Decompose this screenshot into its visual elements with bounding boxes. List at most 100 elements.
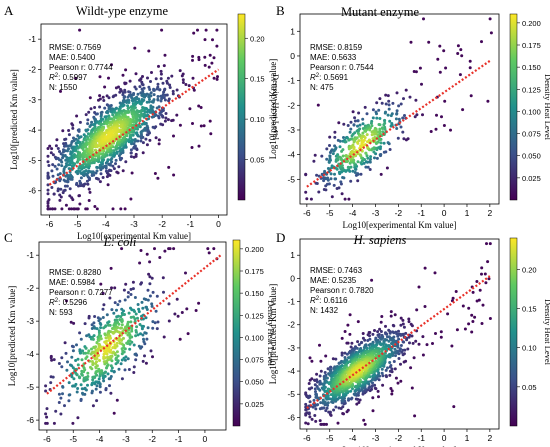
data-point (336, 158, 340, 162)
data-point (395, 332, 399, 336)
data-point (215, 28, 219, 32)
data-point (55, 167, 59, 171)
data-point (80, 358, 84, 362)
data-point (78, 331, 82, 335)
data-point (56, 187, 60, 191)
data-point (383, 111, 387, 115)
data-point (357, 343, 361, 347)
data-point (128, 79, 132, 83)
data-point (119, 315, 123, 319)
data-point (349, 127, 353, 131)
data-point (97, 319, 101, 323)
data-point (137, 344, 141, 348)
data-point (110, 63, 113, 67)
data-point (133, 46, 137, 50)
data-point (148, 275, 152, 279)
y-tick-label: -6 (26, 415, 34, 425)
data-point (438, 70, 442, 74)
data-point (427, 40, 431, 44)
data-point (333, 177, 337, 181)
data-point (70, 158, 74, 161)
data-point (379, 320, 383, 324)
data-point (339, 180, 343, 184)
data-point (459, 48, 463, 52)
data-point (106, 111, 110, 115)
stat-line: N: 475 (310, 83, 334, 92)
data-point (375, 341, 379, 345)
data-point (211, 38, 214, 42)
data-point (97, 353, 100, 357)
data-point (326, 176, 330, 180)
data-point (347, 197, 351, 201)
data-point (90, 360, 94, 363)
data-point (77, 375, 81, 379)
data-point (84, 169, 88, 173)
data-point (104, 115, 108, 119)
data-point (363, 105, 367, 109)
data-point (91, 378, 95, 382)
data-point (146, 76, 149, 80)
data-point (126, 115, 130, 119)
data-point (324, 354, 328, 358)
data-point (101, 292, 105, 296)
data-point (129, 148, 133, 152)
data-point (84, 207, 88, 211)
data-point (363, 346, 366, 349)
y-tick-label: -4 (28, 125, 36, 135)
data-point (408, 95, 412, 99)
data-point (106, 158, 110, 162)
data-point (104, 169, 108, 173)
data-point (199, 106, 203, 109)
data-point (359, 136, 363, 140)
data-point (356, 179, 360, 183)
data-point (94, 345, 98, 349)
data-point (384, 368, 388, 372)
data-point (165, 81, 169, 85)
data-point (141, 83, 145, 87)
data-point (446, 312, 450, 316)
panel-title: H. sapiens (353, 233, 407, 247)
data-point (116, 303, 120, 307)
data-point (83, 322, 87, 326)
data-point (150, 304, 154, 308)
data-point (304, 421, 308, 425)
data-point (335, 187, 339, 190)
data-point (109, 266, 113, 270)
data-point (401, 318, 405, 322)
data-point (99, 119, 103, 123)
data-point (194, 309, 198, 312)
scatter-points (44, 247, 219, 425)
data-point (120, 377, 124, 381)
data-point (329, 177, 333, 181)
data-point (110, 308, 114, 312)
data-point (316, 103, 320, 107)
data-point (86, 371, 90, 375)
x-tick-label: -2 (395, 208, 403, 218)
y-tick-label: 0 (290, 273, 295, 283)
data-point (378, 97, 382, 101)
data-point (406, 347, 410, 351)
data-point (470, 313, 474, 317)
x-tick-label: 0 (203, 434, 208, 444)
data-point (94, 176, 98, 180)
data-point (104, 336, 108, 340)
data-point (343, 330, 347, 333)
data-point (346, 168, 350, 172)
data-point (463, 327, 467, 331)
data-point (370, 384, 374, 388)
data-point (409, 366, 413, 370)
data-point (352, 377, 356, 380)
data-point (178, 69, 182, 73)
x-tick-label: -1 (417, 208, 425, 218)
data-point (379, 343, 383, 347)
data-point (365, 112, 369, 116)
data-point (60, 365, 64, 369)
data-point (365, 154, 369, 158)
data-point (84, 346, 88, 350)
data-point (46, 147, 50, 150)
data-point (327, 182, 331, 186)
data-point (359, 172, 363, 176)
data-point (328, 135, 332, 139)
data-point (132, 365, 136, 369)
y-tick-label: -2 (287, 100, 295, 110)
